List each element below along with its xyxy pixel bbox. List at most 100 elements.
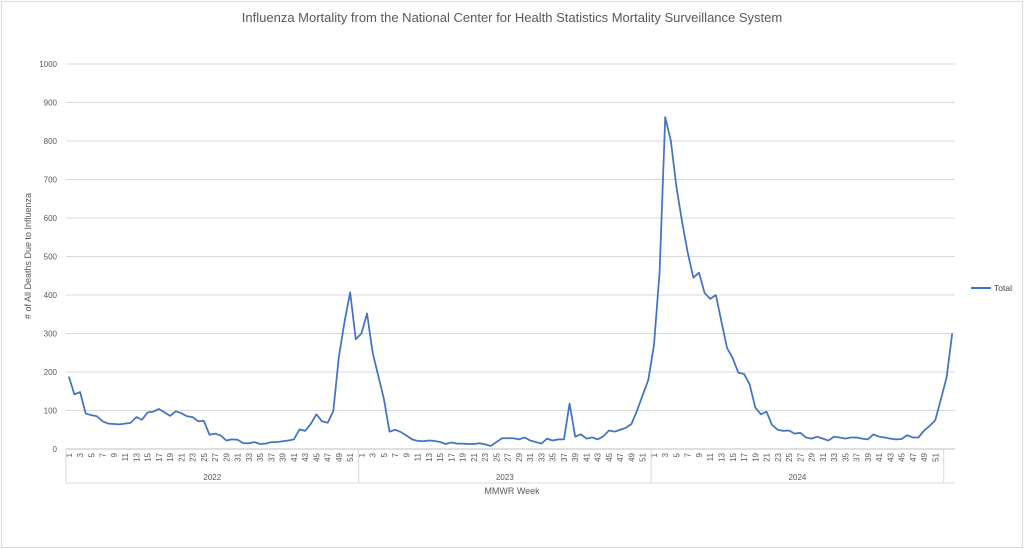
x-tick-label: 31 <box>234 452 243 461</box>
x-tick-label: 5 <box>380 452 389 457</box>
plot-area <box>67 116 954 447</box>
x-tick-label: 49 <box>335 452 344 461</box>
x-tick-label: 45 <box>312 452 321 461</box>
x-tick-label: 37 <box>267 452 276 461</box>
x-tick-label: 27 <box>796 452 805 461</box>
x-tick-label: 35 <box>256 452 265 461</box>
x-tick-label: 33 <box>245 452 254 461</box>
y-tick-label: 900 <box>44 99 58 108</box>
x-tick-label: 25 <box>785 452 794 461</box>
x-tick-label: 25 <box>492 452 501 461</box>
x-tick-label: 35 <box>549 452 558 461</box>
x-tick-label: 49 <box>920 452 929 461</box>
x-tick-label: 41 <box>875 452 884 461</box>
x-tick-label: 43 <box>594 452 603 461</box>
y-axis-tick-labels: 0 100 200 300 400 500 600 700 800 900 1000 <box>39 60 57 454</box>
chart-title: Influenza Mortality from the National Ce… <box>242 10 782 25</box>
x-tick-label: 31 <box>819 452 828 461</box>
x-tick-label: 23 <box>774 452 783 461</box>
y-tick-label: 400 <box>44 291 58 300</box>
x-tick-label: 1 <box>65 452 74 457</box>
x-tick-label: 9 <box>695 452 704 457</box>
x-tick-label: 1 <box>357 452 366 457</box>
x-tick-label: 39 <box>864 452 873 461</box>
year-label: 2024 <box>789 473 807 482</box>
x-tick-label: 43 <box>301 452 310 461</box>
x-tick-label: 37 <box>560 452 569 461</box>
x-tick-label: 51 <box>346 452 355 461</box>
x-tick-label: 29 <box>808 452 817 461</box>
x-tick-label: 11 <box>414 452 423 461</box>
x-axis: 1 3 5 7 9 11 13 15 17 19 21 23 25 27 29 31 33 35 37 39 41 43 4… <box>65 448 955 484</box>
x-tick-label: 19 <box>751 452 760 461</box>
x-tick-label: 41 <box>290 452 299 461</box>
x-tick-label: 45 <box>898 452 907 461</box>
y-tick-label: 1000 <box>39 60 57 69</box>
x-tick-label: 41 <box>582 452 591 461</box>
x-tick-label: 21 <box>763 452 772 461</box>
x-tick-label: 7 <box>684 452 693 457</box>
x-tick-label: 51 <box>639 452 648 461</box>
y-tick-label: 500 <box>44 253 58 262</box>
x-tick-label: 15 <box>144 452 153 461</box>
x-tick-label: 27 <box>211 452 220 461</box>
x-tick-label: 19 <box>459 452 468 461</box>
x-tick-label: 49 <box>627 452 636 461</box>
x-tick-label: 35 <box>841 452 850 461</box>
y-tick-label: 200 <box>44 368 58 377</box>
y-tick-label: 800 <box>44 137 58 146</box>
x-tick-label: 29 <box>515 452 524 461</box>
x-tick-label: 37 <box>853 452 862 461</box>
x-tick-label: 19 <box>166 452 175 461</box>
x-tick-label: 15 <box>436 452 445 461</box>
y-tick-label: 700 <box>44 176 58 185</box>
x-tick-label: 5 <box>87 452 96 457</box>
x-tick-label: 13 <box>717 452 726 461</box>
x-tick-label: 23 <box>189 452 198 461</box>
x-tick-label: 1 <box>650 452 659 457</box>
x-tick-label: 31 <box>526 452 535 461</box>
x-tick-label: 23 <box>481 452 490 461</box>
y-tick-label: 100 <box>44 407 58 416</box>
x-tick-label: 17 <box>740 452 749 461</box>
x-tick-label: 29 <box>222 452 231 461</box>
x-tick-label: 33 <box>830 452 839 461</box>
x-tick-label: 21 <box>470 452 479 461</box>
y-tick-label: 600 <box>44 214 58 223</box>
x-tick-label: 39 <box>571 452 580 461</box>
x-tick-label: 17 <box>447 452 456 461</box>
x-tick-label: 15 <box>729 452 738 461</box>
series-line-total <box>67 116 954 447</box>
x-tick-label: 51 <box>931 452 940 461</box>
x-tick-label: 13 <box>425 452 434 461</box>
x-tick-label: 45 <box>605 452 614 461</box>
x-tick-label: 43 <box>886 452 895 461</box>
x-tick-label: 33 <box>537 452 546 461</box>
x-tick-label: 5 <box>672 452 681 457</box>
x-tick-label: 11 <box>121 452 130 461</box>
y-tick-label: 300 <box>44 330 58 339</box>
x-tick-label: 47 <box>324 452 333 461</box>
y-tick-label: 0 <box>53 445 58 454</box>
gridlines <box>66 63 955 411</box>
legend-label-total: Total <box>994 283 1012 293</box>
x-tick-label: 21 <box>177 452 186 461</box>
x-tick-label: 7 <box>99 452 108 457</box>
x-tick-label: 3 <box>661 452 670 457</box>
legend: Total <box>971 283 1012 293</box>
x-tick-label: 39 <box>279 452 288 461</box>
x-tick-label: 11 <box>706 452 715 461</box>
x-tick-label: 3 <box>76 452 85 457</box>
x-tick-label: 9 <box>110 452 119 457</box>
x-tick-label: 47 <box>909 452 918 461</box>
x-tick-label: 27 <box>504 452 513 461</box>
x-tick-label: 7 <box>391 452 400 457</box>
x-tick-label: 25 <box>200 452 209 461</box>
x-tick-label: 17 <box>155 452 164 461</box>
year-label: 2023 <box>496 473 514 482</box>
x-tick-label: 9 <box>402 452 411 457</box>
x-axis-title: MMWR Week <box>484 486 540 496</box>
x-tick-label: 3 <box>369 452 378 457</box>
